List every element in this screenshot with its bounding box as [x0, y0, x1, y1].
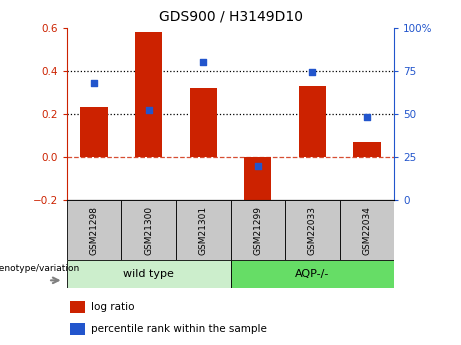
Bar [189, 88, 217, 157]
Bar [230, 200, 285, 260]
Bar [70, 301, 85, 313]
Bar [67, 260, 230, 288]
Point [200, 59, 207, 65]
Point [254, 163, 261, 168]
Bar [70, 323, 85, 335]
Text: GSM21298: GSM21298 [89, 206, 99, 255]
Text: GSM21299: GSM21299 [253, 206, 262, 255]
Bar [353, 142, 380, 157]
Text: percentile rank within the sample: percentile rank within the sample [91, 324, 267, 334]
Text: GSM22034: GSM22034 [362, 206, 372, 255]
Bar [81, 107, 108, 157]
Bar [67, 200, 121, 260]
Bar [135, 32, 162, 157]
Bar [230, 260, 394, 288]
Point [90, 80, 98, 86]
Text: GSM22033: GSM22033 [308, 206, 317, 255]
Text: AQP-/-: AQP-/- [295, 269, 330, 279]
Point [145, 108, 152, 113]
Title: GDS900 / H3149D10: GDS900 / H3149D10 [159, 10, 302, 24]
Text: wild type: wild type [123, 269, 174, 279]
Text: GSM21300: GSM21300 [144, 206, 153, 255]
Text: genotype/variation: genotype/variation [0, 264, 80, 273]
Bar [285, 200, 340, 260]
Point [308, 70, 316, 75]
Text: log ratio: log ratio [91, 302, 135, 312]
Bar [176, 200, 230, 260]
Point [363, 115, 371, 120]
Bar [299, 86, 326, 157]
Bar [340, 200, 394, 260]
Bar [121, 200, 176, 260]
Text: GSM21301: GSM21301 [199, 206, 208, 255]
Bar [244, 157, 272, 207]
